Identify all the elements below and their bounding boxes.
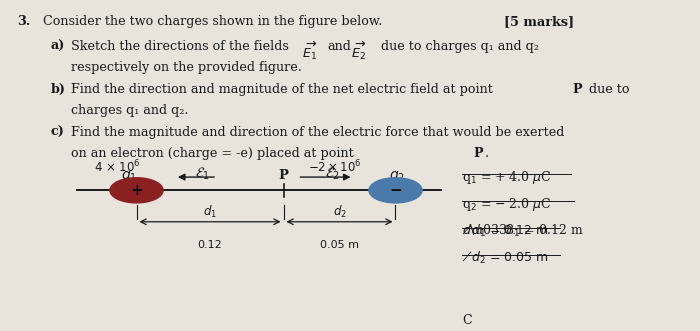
Text: $\not{d}_2$ = 0.05 m: $\not{d}_2$ = 0.05 m	[462, 250, 548, 266]
Text: 4 $\times$ 10$^6$: 4 $\times$ 10$^6$	[94, 159, 141, 175]
Text: due to: due to	[585, 83, 630, 96]
Text: $d_1$: $d_1$	[203, 204, 217, 220]
Text: Sketch the directions of the fields: Sketch the directions of the fields	[71, 40, 293, 53]
Text: [5 marks]: [5 marks]	[504, 15, 574, 28]
Text: P: P	[573, 83, 582, 96]
Text: $\mathcal{E}_2$: $\mathcal{E}_2$	[325, 166, 340, 182]
Text: c): c)	[50, 126, 64, 139]
Text: $q_1$: $q_1$	[122, 169, 137, 184]
Text: b): b)	[50, 83, 65, 96]
Text: $q_2$: $q_2$	[389, 169, 405, 184]
Text: +: +	[130, 183, 143, 198]
Text: $d_2$: $d_2$	[332, 204, 346, 220]
Text: .: .	[484, 147, 489, 160]
Text: $\mathcal{E}_1$: $\mathcal{E}_1$	[195, 166, 211, 182]
Text: charges q₁ and q₂.: charges q₁ and q₂.	[71, 104, 189, 117]
Text: respectively on the provided figure.: respectively on the provided figure.	[71, 61, 302, 74]
Text: a): a)	[50, 40, 65, 53]
Text: C: C	[462, 314, 472, 327]
Text: $\overrightarrow{E_1}$: $\overrightarrow{E_1}$	[302, 40, 318, 62]
Text: $-2\times$10$^6$: $-2\times$10$^6$	[308, 159, 362, 175]
Text: due to charges q₁ and q₂: due to charges q₁ and q₂	[377, 40, 538, 53]
Text: P: P	[473, 147, 483, 160]
Text: P: P	[279, 169, 288, 182]
Text: $\overrightarrow{E_2}$: $\overrightarrow{E_2}$	[351, 40, 368, 62]
Text: Find the magnitude and direction of the electric force that would be exerted: Find the magnitude and direction of the …	[71, 126, 565, 139]
Text: 3.: 3.	[18, 15, 31, 28]
Text: q$_2$ = $-$ 2.0 $\mu$C: q$_2$ = $-$ 2.0 $\mu$C	[462, 196, 552, 213]
Text: Find the direction and magnitude of the net electric field at point: Find the direction and magnitude of the …	[71, 83, 497, 96]
Text: $\it{d}$\u0338$_1$ = 0.12 m: $\it{d}$\u0338$_1$ = 0.12 m	[462, 223, 583, 239]
Text: 0.05 m: 0.05 m	[320, 240, 359, 250]
Circle shape	[110, 178, 163, 203]
Circle shape	[369, 178, 422, 203]
Text: on an electron (charge = -e) placed at point: on an electron (charge = -e) placed at p…	[71, 147, 358, 160]
Text: 0.12: 0.12	[197, 240, 223, 250]
Text: −: −	[389, 183, 402, 198]
Text: Consider the two charges shown in the figure below.: Consider the two charges shown in the fi…	[43, 15, 383, 28]
Text: and: and	[328, 40, 351, 53]
Text: q$_1$ = + 4.0 $\mu$C: q$_1$ = + 4.0 $\mu$C	[462, 169, 552, 186]
Text: $\not{d}_1$ = 0.12 m: $\not{d}_1$ = 0.12 m	[462, 223, 548, 239]
